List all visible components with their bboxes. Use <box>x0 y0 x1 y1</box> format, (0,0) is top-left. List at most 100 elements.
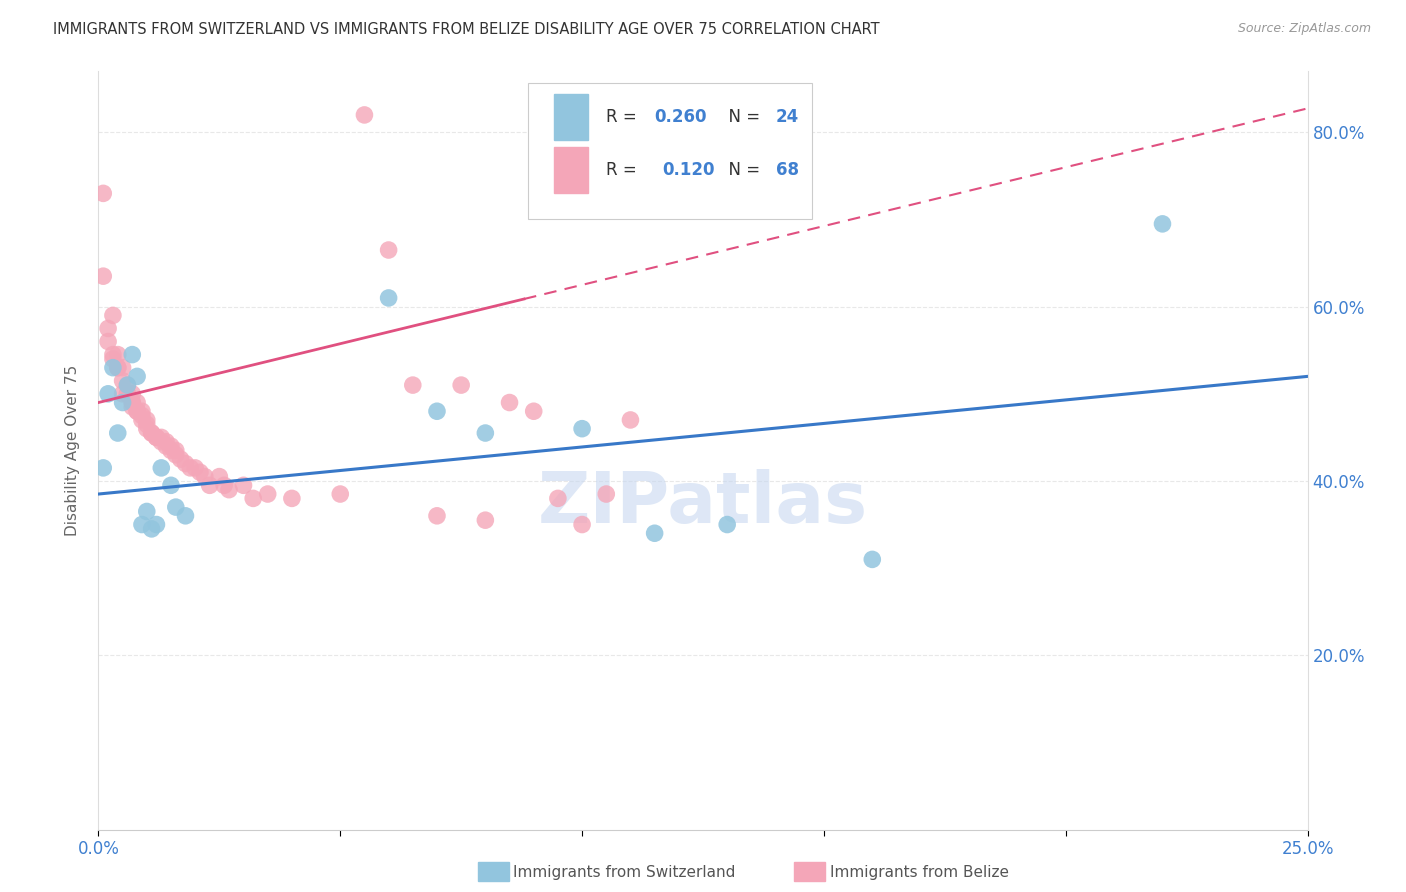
Text: R =: R = <box>606 108 643 126</box>
Point <box>127 404 149 418</box>
Point <box>131 409 153 423</box>
Point <box>174 457 197 471</box>
Point <box>426 508 449 523</box>
Point <box>121 395 143 409</box>
Point <box>145 430 167 444</box>
Point <box>256 487 278 501</box>
Point <box>121 395 143 409</box>
Point <box>150 434 173 449</box>
Bar <box>554 147 588 193</box>
Text: N =: N = <box>717 108 765 126</box>
Text: Immigrants from Switzerland: Immigrants from Switzerland <box>513 865 735 880</box>
Point <box>101 351 124 366</box>
Point <box>111 374 134 388</box>
Point <box>571 422 593 436</box>
Text: 24: 24 <box>776 108 799 126</box>
Point <box>242 491 264 506</box>
Point <box>145 517 167 532</box>
Point <box>498 395 520 409</box>
Point <box>150 461 173 475</box>
Point <box>155 439 177 453</box>
Text: 0.260: 0.260 <box>655 108 707 126</box>
Point <box>474 513 496 527</box>
Text: Immigrants from Belize: Immigrants from Belize <box>830 865 1008 880</box>
Y-axis label: Disability Age Over 75: Disability Age Over 75 <box>65 365 80 536</box>
Point <box>127 395 149 409</box>
Text: IMMIGRANTS FROM SWITZERLAND VS IMMIGRANTS FROM BELIZE DISABILITY AGE OVER 75 COR: IMMIGRANTS FROM SWITZERLAND VS IMMIGRANT… <box>53 22 880 37</box>
Point <box>111 360 134 375</box>
Point <box>160 478 183 492</box>
Point <box>595 487 617 501</box>
Text: 0.120: 0.120 <box>662 161 714 179</box>
Point <box>97 334 120 349</box>
Point <box>179 461 201 475</box>
Point <box>281 491 304 506</box>
Point <box>117 386 139 401</box>
Point <box>97 386 120 401</box>
Point <box>194 469 217 483</box>
Point <box>107 360 129 375</box>
Point <box>145 430 167 444</box>
Text: Source: ZipAtlas.com: Source: ZipAtlas.com <box>1237 22 1371 36</box>
Point <box>212 478 235 492</box>
Point <box>141 425 163 440</box>
Point <box>131 517 153 532</box>
Point <box>165 443 187 458</box>
Point <box>127 369 149 384</box>
Text: N =: N = <box>717 161 765 179</box>
Point <box>571 517 593 532</box>
Point <box>91 461 114 475</box>
Point <box>127 404 149 418</box>
Point <box>160 439 183 453</box>
Point <box>111 386 134 401</box>
Text: ZIPatlas: ZIPatlas <box>538 469 868 538</box>
Point <box>174 508 197 523</box>
Point <box>91 186 114 201</box>
Point <box>208 469 231 483</box>
Point <box>107 425 129 440</box>
Point <box>131 413 153 427</box>
Point <box>218 483 240 497</box>
Point <box>860 552 883 566</box>
Point <box>150 430 173 444</box>
FancyBboxPatch shape <box>527 83 811 219</box>
Point <box>117 386 139 401</box>
Point <box>131 404 153 418</box>
Point <box>165 500 187 515</box>
Point <box>107 348 129 362</box>
Point <box>426 404 449 418</box>
Point <box>474 425 496 440</box>
Point <box>644 526 666 541</box>
Point <box>619 413 641 427</box>
Point <box>121 386 143 401</box>
Point <box>1152 217 1174 231</box>
Point <box>117 378 139 392</box>
Point <box>377 291 399 305</box>
Text: 68: 68 <box>776 161 799 179</box>
Point <box>160 443 183 458</box>
Point <box>121 400 143 414</box>
Point <box>107 360 129 375</box>
Point <box>101 348 124 362</box>
Point <box>97 321 120 335</box>
Point <box>135 422 157 436</box>
Point <box>547 491 569 506</box>
Bar <box>554 95 588 140</box>
Point <box>101 309 124 323</box>
Point <box>188 465 211 479</box>
Point <box>165 448 187 462</box>
Point <box>91 269 114 284</box>
Point <box>111 395 134 409</box>
Point <box>141 522 163 536</box>
Point <box>169 452 191 467</box>
Point <box>135 504 157 518</box>
Point <box>121 348 143 362</box>
Point <box>402 378 425 392</box>
Point <box>450 378 472 392</box>
Point <box>135 417 157 432</box>
Point <box>523 404 546 418</box>
Point <box>101 360 124 375</box>
Point <box>117 378 139 392</box>
Text: R =: R = <box>606 161 648 179</box>
Point <box>198 478 221 492</box>
